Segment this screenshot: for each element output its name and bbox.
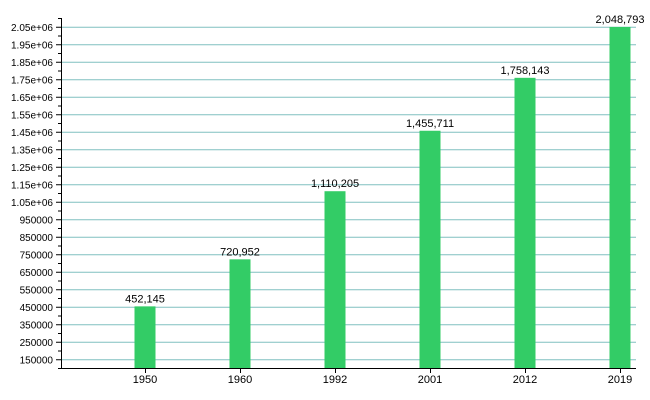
data-label-2019: 2,048,793 xyxy=(596,14,645,26)
bar-1992 xyxy=(324,191,346,368)
data-label-2012: 1,758,143 xyxy=(501,65,550,77)
y-tick-label: 1.65e+06 xyxy=(11,93,53,104)
y-tick-label: 1.95e+06 xyxy=(11,40,53,51)
x-tick-label-1950: 1950 xyxy=(133,374,157,386)
data-label-1992: 1,110,205 xyxy=(311,178,359,190)
y-tick-label: 950000 xyxy=(20,215,54,226)
x-tick-label-2019: 2019 xyxy=(608,374,632,386)
x-tick-label-2001: 2001 xyxy=(418,374,442,386)
x-tick-label-1992: 1992 xyxy=(323,374,347,386)
data-label-1960: 720,952 xyxy=(220,246,260,258)
y-tick-label: 1.05e+06 xyxy=(11,198,53,209)
y-tick-label: 250000 xyxy=(20,338,54,349)
y-tick-label: 1.15e+06 xyxy=(11,180,53,191)
bar-1950 xyxy=(134,306,156,368)
x-axis-ticks: 1950 1960 1992 2001 2012 2019 xyxy=(133,368,632,386)
y-tick-label: 1.85e+06 xyxy=(11,58,53,69)
axes xyxy=(61,18,636,369)
y-tick-label: 650000 xyxy=(20,268,54,279)
y-tick-label: 1.35e+06 xyxy=(11,145,53,156)
data-label-2001: 1,455,711 xyxy=(406,118,454,130)
y-tick-label: 450000 xyxy=(20,303,54,314)
bars xyxy=(134,26,631,369)
bar-2012 xyxy=(514,77,536,368)
y-tick-label: 350000 xyxy=(20,320,54,331)
bar-2001 xyxy=(419,130,441,368)
bar-2019 xyxy=(609,26,631,369)
y-tick-label: 750000 xyxy=(20,250,54,261)
data-label-1950: 452,145 xyxy=(125,293,165,305)
y-tick-label: 850000 xyxy=(20,233,54,244)
x-tick-label-1960: 1960 xyxy=(228,374,252,386)
y-tick-label: 1.75e+06 xyxy=(11,75,53,86)
y-tick-label: 150000 xyxy=(20,355,54,366)
y-axis-ticks: 150000 250000 350000 450000 550000 650000 7500… xyxy=(11,18,61,369)
y-tick-label: 1.45e+06 xyxy=(11,128,53,139)
gridlines xyxy=(61,26,636,361)
data-labels: 452,145 720,952 1,110,205 1,455,711 1,758,14… xyxy=(125,14,644,305)
y-tick-label: 1.55e+06 xyxy=(11,110,53,121)
y-tick-label: 550000 xyxy=(20,285,54,296)
bar-1960 xyxy=(229,259,251,368)
y-tick-label: 2.05e+06 xyxy=(11,23,53,34)
x-tick-label-2012: 2012 xyxy=(513,374,537,386)
y-tick-label: 1.25e+06 xyxy=(11,163,53,174)
